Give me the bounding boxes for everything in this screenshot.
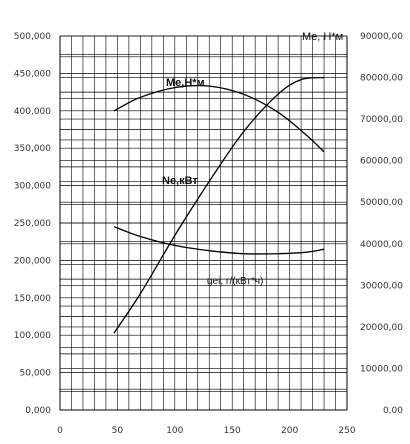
ne-curve (113, 76, 325, 334)
x-tick-label: 0 (57, 426, 63, 436)
gridlines (60, 35, 347, 411)
right-tick-label: 30000,00 (360, 281, 403, 291)
left-tick-label: 50,000 (20, 369, 52, 379)
left-tick-label: 350,000 (14, 144, 51, 154)
left-tick-label: 250,000 (14, 219, 51, 229)
right-tick-label: 80000,00 (360, 74, 403, 84)
left-tick-label: 500,000 (14, 32, 51, 42)
right-tick-label: 50000,00 (360, 198, 403, 208)
left-tick-label: 150,000 (14, 294, 51, 304)
left-tick-label: 450,000 (14, 69, 51, 79)
right-tick-label: 20000,00 (360, 323, 403, 333)
axes: 0,00050,000100,000150,000200,000250,0003… (14, 32, 403, 436)
x-tick-label: 50 (112, 426, 124, 436)
right-tick-label: 90000,00 (360, 32, 403, 42)
x-tick-label: 200 (281, 426, 298, 436)
right-tick-label: 60000,00 (360, 157, 403, 167)
right-tick-label: 0,00 (383, 406, 403, 416)
x-tick-label: 150 (224, 426, 241, 436)
left-tick-label: 400,000 (14, 107, 51, 117)
ne-curve-label: Ne,кВт (162, 175, 198, 187)
x-tick-label: 100 (166, 426, 183, 436)
me-curve-label: Me,Н*м (166, 77, 205, 89)
gei-curve-label: gei, г/(кВт*ч) (207, 276, 263, 287)
x-tick-label: 250 (338, 426, 355, 436)
left-tick-label: 300,000 (14, 182, 51, 192)
me-curve (113, 84, 325, 153)
left-tick-label: 200,000 (14, 256, 51, 266)
left-tick-label: 100,000 (14, 331, 51, 341)
series-labels: Me,Н*м Ne,кВт gei, г/(кВт*ч) (162, 77, 263, 287)
gei-curve (113, 226, 325, 255)
left-tick-label: 0,000 (25, 406, 51, 416)
right-tick-label: 10000,00 (360, 364, 403, 374)
right-tick-label: 70000,00 (360, 115, 403, 125)
right-axis-title: Me, Н*м (302, 31, 343, 43)
right-tick-label: 40000,00 (360, 240, 403, 250)
series-lines (113, 76, 325, 334)
